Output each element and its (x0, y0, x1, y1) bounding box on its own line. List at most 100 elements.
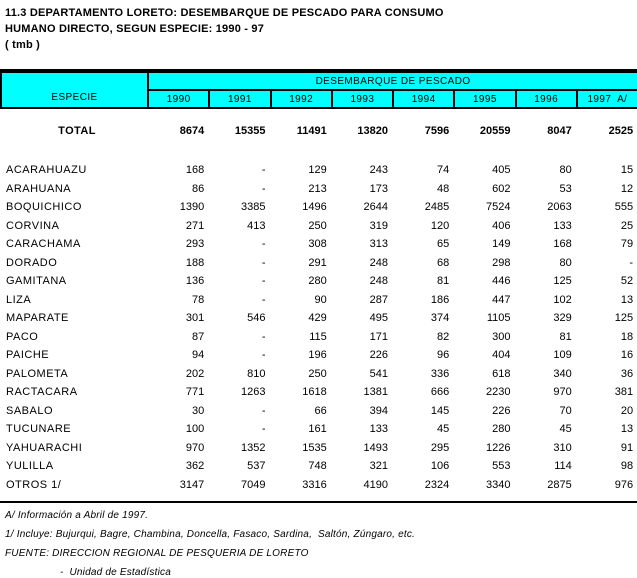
value-cell: 91 (620, 441, 634, 454)
value-cell: 100 (185, 423, 205, 435)
value-cell: 308 (308, 238, 327, 250)
value-cell: 161 (308, 423, 327, 435)
value-cell: 810 (247, 367, 266, 380)
value-cell: - (261, 256, 266, 269)
column-header-year: 1991 (208, 90, 272, 109)
value-cell: 18 (620, 330, 634, 343)
value-cell: 8674 (179, 125, 205, 137)
value-cell: 2875 (547, 478, 572, 491)
value-cell: 52 (620, 275, 634, 287)
value-cell: 133 (369, 423, 388, 435)
value-cell: 2525 (608, 125, 634, 137)
value-cell: 970 (185, 441, 205, 454)
species-label: ARAHUANA (6, 182, 72, 195)
value-cell: 1618 (302, 386, 327, 398)
value-cell: 186 (430, 293, 450, 306)
species-label: YAHUARACHI (6, 441, 83, 454)
value-cell: 293 (185, 238, 205, 250)
value-cell: 1352 (241, 441, 266, 454)
value-cell: 2324 (424, 478, 450, 491)
value-cell: 771 (185, 386, 205, 398)
value-cell: 36 (620, 367, 634, 380)
table-body: TOTAL 8674 15355 11491 13820 7596 20559 8047 252… (1, 108, 637, 494)
footer-divider (0, 501, 637, 503)
value-cell: 13 (620, 293, 634, 306)
value-cell: - (261, 349, 266, 361)
value-cell: - (261, 182, 266, 195)
value-cell: 1390 (179, 201, 205, 213)
value-cell: 406 (492, 219, 511, 232)
footnote: A/ Información a Abril de 1997. (5, 510, 149, 521)
value-cell: 82 (437, 330, 450, 343)
value-cell: 336 (430, 367, 450, 380)
column-header-year: 1992 (269, 90, 333, 109)
species-label: DORADO (6, 256, 58, 269)
table-row: LIZA 78 - 90 287 186 447 102 13 (1, 291, 637, 310)
species-label: TUCUNARE (6, 423, 72, 435)
value-cell: 125 (553, 275, 572, 287)
value-cell: 213 (308, 182, 327, 195)
value-cell: 94 (192, 349, 205, 361)
value-cell: 2644 (363, 201, 388, 213)
value-cell: 429 (308, 312, 327, 324)
value-cell: 188 (185, 256, 205, 269)
value-cell: 125 (614, 312, 634, 324)
value-cell: 248 (369, 275, 388, 287)
value-cell: - (629, 256, 634, 269)
table-row: PALOMETA 202 810 250 541 336 618 340 36 (1, 365, 637, 384)
value-cell: 45 (437, 423, 450, 435)
value-cell: - (261, 404, 266, 417)
value-cell: 280 (308, 275, 327, 287)
value-cell: 168 (553, 238, 572, 250)
value-cell: 96 (437, 349, 450, 361)
species-label: SABALO (6, 404, 54, 417)
value-cell: 321 (369, 460, 388, 472)
table-row: BOQUICHICO 1390 3385 1496 2644 2485 7524 2063 55… (1, 198, 637, 217)
value-cell: 68 (437, 256, 450, 269)
column-header-year: 1990 (146, 90, 211, 109)
table-row: SABALO 30 - 66 394 145 226 70 20 (1, 402, 637, 421)
value-cell: 291 (308, 256, 327, 269)
value-cell: 53 (559, 182, 572, 195)
value-cell: 12 (620, 182, 634, 195)
value-cell: - (261, 330, 266, 343)
table-row: PACO 87 - 115 171 82 300 81 18 (1, 328, 637, 347)
title-line-3: ( tmb ) (5, 39, 41, 51)
value-cell: 66 (314, 404, 327, 417)
species-label: CORVINA (6, 219, 60, 232)
value-cell: 280 (492, 423, 511, 435)
table-row: YULILLA 362 537 748 321 106 553 114 98 (1, 457, 637, 476)
value-cell: 394 (369, 404, 388, 417)
value-cell: 447 (492, 293, 511, 306)
value-cell: 15355 (234, 125, 266, 137)
species-label: LIZA (6, 293, 32, 306)
value-cell: 301 (185, 312, 205, 324)
value-cell: 537 (247, 460, 266, 472)
value-cell: 555 (614, 201, 634, 213)
value-cell: - (261, 293, 266, 306)
table-row: PAICHE 94 - 196 226 96 404 109 16 (1, 346, 637, 365)
value-cell: 86 (192, 182, 205, 195)
value-cell: 136 (185, 275, 205, 287)
table-row: RACTACARA 771 1263 1618 1381 666 2230 970 381 (1, 383, 637, 402)
value-cell: 145 (430, 404, 450, 417)
value-cell: 405 (492, 164, 511, 176)
value-cell: 541 (369, 367, 388, 380)
table-row: CORVINA 271 413 250 319 120 406 133 25 (1, 217, 637, 236)
fish-landings-table: ESPECIE DESEMBARQUE DE PESCADO 1990 1991 1… (0, 73, 637, 494)
species-label: CARACHAMA (6, 238, 81, 250)
value-cell: 133 (553, 219, 572, 232)
title-line-1: 11.3 DEPARTAMENTO LORETO: DESEMBARQUE DE… (5, 7, 444, 19)
species-label: PACO (6, 330, 39, 343)
value-cell: 319 (369, 219, 388, 232)
table-row: MAPARATE 301 546 429 495 374 1105 329 125 (1, 309, 637, 328)
value-cell: 120 (430, 219, 450, 232)
value-cell: 8047 (547, 125, 572, 137)
title-line-2: HUMANO DIRECTO, SEGUN ESPECIE: 1990 - 97 (5, 23, 265, 35)
value-cell: 271 (185, 219, 205, 232)
value-cell: 109 (553, 349, 572, 361)
value-cell: 30 (192, 404, 205, 417)
value-cell: 115 (309, 330, 327, 343)
value-cell: 287 (369, 293, 388, 306)
value-cell: - (261, 164, 266, 176)
